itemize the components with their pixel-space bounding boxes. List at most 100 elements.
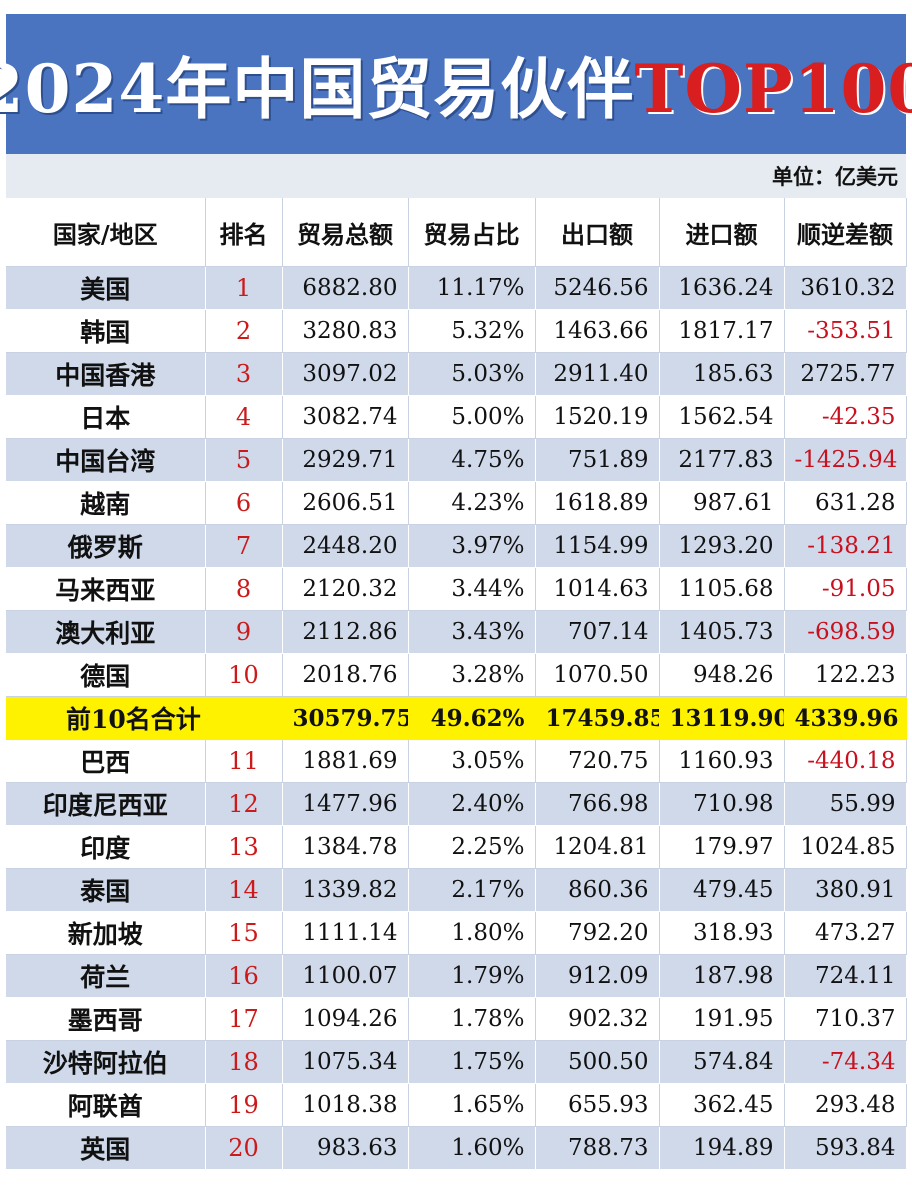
import-cell: 194.89: [659, 1126, 785, 1170]
import-cell: 710.98: [659, 782, 785, 826]
share-cell: 5.03%: [408, 352, 536, 396]
country-cell: 泰国: [6, 868, 206, 912]
rank-cell: 9: [205, 610, 283, 654]
table-row: 印度 13 1384.78 2.25% 1204.81 179.97 1024.85: [6, 825, 907, 869]
balance-cell: 122.23: [784, 653, 907, 697]
total-cell: 2448.20: [282, 524, 409, 568]
country-cell: 中国香港: [6, 352, 206, 396]
table-row: 美国 1 6882.80 11.17% 5246.56 1636.24 3610.32: [6, 266, 907, 310]
balance-cell: 724.11: [784, 954, 907, 998]
export-cell: 500.50: [535, 1040, 660, 1084]
rank-cell: 20: [205, 1126, 283, 1170]
import-cell: 987.61: [659, 481, 785, 525]
country-cell: 沙特阿拉伯: [6, 1040, 206, 1084]
total-cell: 1018.38: [282, 1083, 409, 1127]
total-cell: 1100.07: [282, 954, 409, 998]
import-cell: 1636.24: [659, 266, 785, 310]
balance-cell: 55.99: [784, 782, 907, 826]
rank-cell: 6: [205, 481, 283, 525]
rank-cell: [205, 696, 283, 740]
country-cell: 德国: [6, 653, 206, 697]
balance-cell: 293.48: [784, 1083, 907, 1127]
header-balance: 顺逆差额: [784, 198, 907, 267]
balance-cell: 1024.85: [784, 825, 907, 869]
total-cell: 2120.32: [282, 567, 409, 611]
total-cell: 1094.26: [282, 997, 409, 1041]
import-cell: 185.63: [659, 352, 785, 396]
table-row: 中国香港 3 3097.02 5.03% 2911.40 185.63 2725.77: [6, 352, 907, 396]
table-row: 中国台湾 5 2929.71 4.75% 751.89 2177.83 -1425.94: [6, 438, 907, 482]
table-row: 新加坡 15 1111.14 1.80% 792.20 318.93 473.27: [6, 911, 907, 955]
balance-cell: -74.34: [784, 1040, 907, 1084]
import-cell: 1293.20: [659, 524, 785, 568]
country-cell: 马来西亚: [6, 567, 206, 611]
country-cell: 巴西: [6, 739, 206, 783]
table-row: 印度尼西亚 12 1477.96 2.40% 766.98 710.98 55.99: [6, 782, 907, 826]
share-cell: 5.00%: [408, 395, 536, 439]
rank-cell: 13: [205, 825, 283, 869]
export-cell: 1014.63: [535, 567, 660, 611]
export-cell: 1520.19: [535, 395, 660, 439]
export-cell: 860.36: [535, 868, 660, 912]
export-cell: 5246.56: [535, 266, 660, 310]
total-cell: 6882.80: [282, 266, 409, 310]
total-cell: 1477.96: [282, 782, 409, 826]
balance-cell: 710.37: [784, 997, 907, 1041]
share-cell: 11.17%: [408, 266, 536, 310]
share-cell: 3.05%: [408, 739, 536, 783]
trade-partner-table: 国家/地区 排名 贸易总额 贸易占比 出口额 进口额 顺逆差额 美国 1 6882.80 11.1…: [6, 198, 907, 1170]
country-cell: 越南: [6, 481, 206, 525]
share-cell: 1.75%: [408, 1040, 536, 1084]
total-cell: 1881.69: [282, 739, 409, 783]
rank-cell: 12: [205, 782, 283, 826]
table-row: 越南 6 2606.51 4.23% 1618.89 987.61 631.28: [6, 481, 907, 525]
export-cell: 902.32: [535, 997, 660, 1041]
page-title: 2024年中国贸易伙伴TOP100: [0, 36, 912, 132]
table-row: 英国 20 983.63 1.60% 788.73 194.89 593.84: [6, 1126, 907, 1170]
rank-cell: 1: [205, 266, 283, 310]
total-cell: 1111.14: [282, 911, 409, 955]
rank-cell: 14: [205, 868, 283, 912]
balance-cell: -138.21: [784, 524, 907, 568]
export-cell: 1463.66: [535, 309, 660, 353]
import-cell: 948.26: [659, 653, 785, 697]
table-header: 国家/地区 排名 贸易总额 贸易占比 出口额 进口额 顺逆差额: [6, 198, 907, 267]
balance-cell: -91.05: [784, 567, 907, 611]
country-cell: 澳大利亚: [6, 610, 206, 654]
balance-cell: -42.35: [784, 395, 907, 439]
balance-cell: -353.51: [784, 309, 907, 353]
import-cell: 13119.90: [659, 696, 785, 740]
total-cell: 3280.83: [282, 309, 409, 353]
balance-cell: 380.91: [784, 868, 907, 912]
country-cell: 韩国: [6, 309, 206, 353]
title-banner: 2024年中国贸易伙伴TOP100: [0, 14, 912, 154]
share-cell: 1.60%: [408, 1126, 536, 1170]
import-cell: 1160.93: [659, 739, 785, 783]
total-cell: 2018.76: [282, 653, 409, 697]
balance-cell: 473.27: [784, 911, 907, 955]
country-cell: 阿联酋: [6, 1083, 206, 1127]
import-cell: 574.84: [659, 1040, 785, 1084]
export-cell: 766.98: [535, 782, 660, 826]
country-cell: 英国: [6, 1126, 206, 1170]
total-row: 前10名合计 30579.75 49.62% 17459.85 13119.90 4339…: [6, 696, 907, 740]
export-cell: 17459.85: [535, 696, 660, 740]
header-country-region: 国家/地区: [6, 198, 206, 267]
header-export: 出口额: [535, 198, 660, 267]
export-cell: 1204.81: [535, 825, 660, 869]
header-row: 国家/地区 排名 贸易总额 贸易占比 出口额 进口额 顺逆差额: [6, 198, 907, 267]
total-cell: 983.63: [282, 1126, 409, 1170]
rank-cell: 19: [205, 1083, 283, 1127]
export-cell: 788.73: [535, 1126, 660, 1170]
import-cell: 179.97: [659, 825, 785, 869]
header-trade-share: 贸易占比: [408, 198, 536, 267]
total-cell: 2929.71: [282, 438, 409, 482]
rank-cell: 2: [205, 309, 283, 353]
export-cell: 655.93: [535, 1083, 660, 1127]
total-cell: 1384.78: [282, 825, 409, 869]
import-cell: 191.95: [659, 997, 785, 1041]
unit-label: 单位：亿美元: [772, 164, 898, 189]
balance-cell: 593.84: [784, 1126, 907, 1170]
total-cell: 3082.74: [282, 395, 409, 439]
country-cell: 前10名合计: [6, 696, 206, 740]
